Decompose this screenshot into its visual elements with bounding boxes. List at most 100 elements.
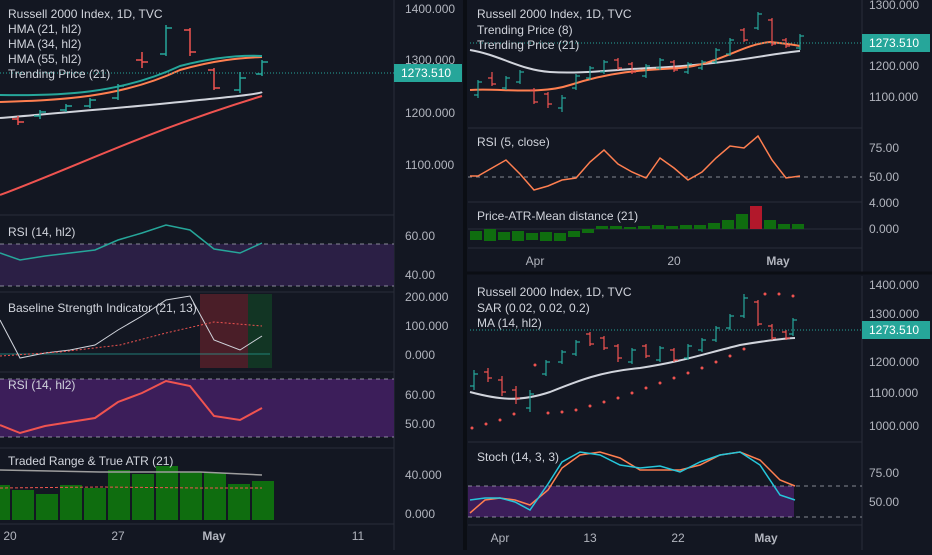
- sar-dot: [791, 294, 795, 298]
- candle: [768, 324, 776, 340]
- candle: [740, 294, 748, 318]
- x-tick: 20: [3, 529, 17, 543]
- left-rsi-pane[interactable]: RSI (14, hl2) 60.00 40.00: [0, 224, 435, 293]
- candle: [470, 370, 478, 390]
- y-tick: 50.00: [869, 170, 899, 184]
- atr-line: [0, 469, 263, 476]
- right-bottom-layout: Russell 2000 Index, 1D, TVC SAR (0.02, 0…: [468, 276, 930, 550]
- y-tick: 200.000: [405, 290, 449, 304]
- candle: [642, 344, 650, 358]
- atr-bar: [736, 214, 748, 229]
- candle: [558, 350, 566, 364]
- left-bsi-pane[interactable]: Baseline Strength Indicator (21, 13) 200…: [0, 290, 449, 373]
- legend-sar: SAR (0.02, 0.02, 0.2): [477, 301, 590, 315]
- price-label-text: 1273.510: [869, 36, 919, 50]
- y-tick: 40.00: [405, 268, 435, 282]
- atr-bar: [680, 225, 692, 229]
- ma-line: [469, 337, 796, 400]
- tr-bars: [0, 466, 274, 520]
- x-tick: May: [766, 254, 790, 268]
- candle: [684, 62, 692, 74]
- tr-bar: [156, 466, 178, 520]
- candle: [628, 62, 636, 74]
- price-label-text: 1273.510: [401, 66, 451, 80]
- sar-dot: [512, 412, 516, 416]
- sar-dot: [616, 396, 620, 400]
- candle: [488, 72, 496, 86]
- y-tick: 40.000: [405, 468, 442, 482]
- left-rsi2-pane[interactable]: RSI (14, hl2) 60.00 50.00: [0, 378, 435, 449]
- hma34-line: [0, 54, 263, 97]
- atr-bar: [582, 229, 594, 233]
- candle: [136, 52, 148, 68]
- atr-bar: [722, 220, 734, 229]
- atr-bar: [484, 229, 496, 241]
- rt-rsi-pane[interactable]: RSI (5, close) 75.00 50.00: [468, 134, 899, 203]
- atr-bar: [638, 226, 650, 229]
- candle: [754, 300, 762, 326]
- sar-dot: [777, 292, 781, 296]
- left-candles: [12, 25, 268, 125]
- rb-stoch-pane[interactable]: Stoch (14, 3, 3) 75.00 50.00: [468, 450, 899, 518]
- bsi-title: Baseline Strength Indicator (21, 13): [8, 301, 197, 315]
- rt-main-pane[interactable]: Russell 2000 Index, 1D, TVC Trending Pri…: [468, 0, 930, 129]
- price-label: [394, 64, 462, 82]
- rt-time-axis[interactable]: Apr 20 May: [468, 247, 862, 268]
- left-tr-pane[interactable]: Traded Range & True ATR (21) 40.000 0.00…: [0, 454, 442, 521]
- sar-dot: [588, 404, 592, 408]
- rb-time-axis[interactable]: Apr 13 22 May: [468, 524, 862, 545]
- sar-dot: [742, 347, 746, 351]
- sar-dot: [470, 426, 474, 430]
- x-tick: May: [202, 529, 226, 543]
- rt-atr-pane[interactable]: Price-ATR-Mean distance (21) 4.000 0.000: [468, 196, 899, 241]
- candle: [754, 12, 762, 30]
- candle: [498, 376, 506, 396]
- bsi-green-zone: [248, 294, 272, 368]
- y-tick: 0.000: [405, 348, 435, 362]
- sar-dot: [546, 411, 550, 415]
- atr-bar: [470, 231, 482, 240]
- left-main-pane[interactable]: Russell 2000 Index, 1D, TVC HMA (21, hl2…: [0, 0, 462, 550]
- legend-ma: MA (14, hl2): [477, 316, 542, 330]
- x-tick: 22: [671, 531, 685, 545]
- candle: [586, 66, 594, 80]
- candle: [544, 92, 552, 108]
- hma55-line: [0, 95, 263, 196]
- bsi-line: [0, 295, 263, 359]
- sar-dot: [574, 408, 578, 412]
- sar-dot: [763, 292, 767, 296]
- rt-rsi-title: RSI (5, close): [477, 135, 550, 149]
- rb-main-title: Russell 2000 Index, 1D, TVC: [477, 285, 632, 299]
- tr-bar: [12, 490, 34, 520]
- stoch-k: [469, 451, 796, 511]
- atr-bar: [610, 226, 622, 229]
- rsi2-line: [0, 379, 263, 435]
- legend-trending-8: Trending Price (8): [477, 23, 573, 37]
- candle: [572, 74, 580, 90]
- legend-trending-21: Trending Price (21): [477, 38, 579, 52]
- y-tick: 1300.000: [405, 53, 455, 67]
- sar-dots: [470, 292, 795, 430]
- candle: [698, 338, 706, 352]
- tr-bar: [84, 488, 106, 520]
- y-tick: 1200.000: [869, 59, 919, 73]
- y-tick: 50.00: [405, 417, 435, 431]
- sar-dot: [700, 366, 704, 370]
- trending-price-21: [469, 49, 801, 74]
- atr-bars: [470, 214, 804, 241]
- left-time-axis[interactable]: 20 27 May 11: [0, 523, 394, 543]
- rb-stoch-title: Stoch (14, 3, 3): [477, 450, 559, 464]
- candle: [516, 70, 524, 84]
- sar-dot: [672, 376, 676, 380]
- rb-main-pane[interactable]: Russell 2000 Index, 1D, TVC SAR (0.02, 0…: [468, 278, 930, 443]
- sar-dot: [714, 360, 718, 364]
- left-main-title: Russell 2000 Index, 1D, TVC: [8, 7, 163, 21]
- bsi-signal: [0, 321, 263, 357]
- sar-dot: [658, 381, 662, 385]
- y-tick: 0.000: [405, 507, 435, 521]
- y-tick: 60.00: [405, 388, 435, 402]
- atr-bar: [568, 231, 580, 237]
- sar-dot: [484, 422, 488, 426]
- y-tick: 1100.000: [869, 90, 918, 104]
